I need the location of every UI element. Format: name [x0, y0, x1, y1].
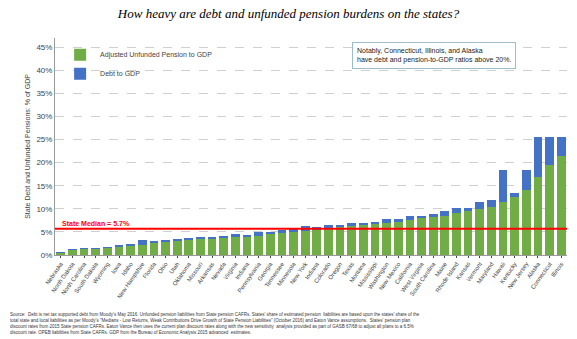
svg-text:Virginia: Virginia [222, 261, 239, 281]
svg-text:South Dakota: South Dakota [73, 261, 99, 295]
svg-text:Indiana: Indiana [234, 261, 251, 281]
svg-text:New Jersey: New Jersey [507, 261, 530, 290]
svg-text:Kansas: Kansas [455, 261, 471, 281]
svg-text:State Debt and Unfunded Pensio: State Debt and Unfunded Pensions: % of G… [24, 74, 31, 219]
svg-text:Maine: Maine [434, 261, 449, 278]
svg-text:Illinois: Illinois [550, 261, 564, 278]
svg-text:35%: 35% [36, 89, 52, 98]
svg-text:30%: 30% [36, 112, 52, 121]
svg-text:Indiana: Indiana [304, 261, 321, 281]
svg-text:Texas: Texas [341, 261, 355, 277]
svg-text:Mississippi: Mississippi [357, 261, 379, 288]
svg-text:Washington: Washington [367, 261, 390, 290]
svg-text:Source: Debt is net tax suppo: Source: Debt is net tax supported debt f… [10, 312, 420, 335]
svg-text:0%: 0% [41, 251, 53, 260]
svg-text:Vermont: Vermont [465, 261, 483, 283]
svg-text:Maryland: Maryland [476, 261, 495, 285]
svg-text:Notably, Connecticut, Illinois: Notably, Connecticut, Illinois, and Alas… [357, 47, 511, 64]
svg-text:Colorado: Colorado [313, 261, 332, 285]
svg-text:North Dakota: North Dakota [51, 261, 77, 294]
svg-text:Tennessee: Tennessee [264, 261, 286, 289]
svg-text:25%: 25% [36, 135, 52, 144]
svg-text:Pennsylvania: Pennsylvania [237, 261, 263, 294]
svg-text:California: California [394, 261, 414, 286]
svg-text:Idaho: Idaho [120, 261, 134, 277]
svg-text:Wyoming: Wyoming [91, 261, 110, 285]
svg-text:Oklahoma: Oklahoma [171, 261, 192, 287]
svg-text:Connecticut: Connecticut [530, 261, 553, 291]
svg-text:Oregon: Oregon [327, 261, 343, 281]
svg-text:Debt to GDP: Debt to GDP [100, 70, 140, 77]
svg-text:Minnesota: Minnesota [276, 261, 297, 288]
svg-text:Missouri: Missouri [186, 261, 204, 283]
svg-text:Nevada: Nevada [210, 261, 227, 282]
svg-text:15%: 15% [36, 182, 52, 191]
svg-text:Nebraska: Nebraska [44, 261, 64, 286]
svg-text:Alaska: Alaska [526, 261, 542, 280]
svg-text:45%: 45% [36, 43, 52, 52]
svg-text:Kentucky: Kentucky [499, 261, 518, 285]
svg-text:West Virginia: West Virginia [400, 261, 425, 294]
svg-text:State Median = 5.7%: State Median = 5.7% [62, 220, 130, 227]
svg-text:Iowa: Iowa [110, 261, 123, 275]
svg-text:40%: 40% [36, 66, 52, 75]
svg-text:New Mexico: New Mexico [378, 261, 402, 292]
svg-text:Hawaii: Hawaii [491, 261, 506, 279]
svg-text:New Hampshire: New Hampshire [116, 261, 146, 300]
svg-text:Montana: Montana [348, 261, 367, 284]
svg-text:North Carolina: North Carolina [60, 261, 87, 297]
svg-text:New York: New York [289, 260, 309, 285]
svg-text:10%: 10% [36, 205, 52, 214]
svg-text:Rhode Island: Rhode Island [435, 261, 460, 293]
svg-text:Georgia: Georgia [256, 261, 274, 282]
svg-text:Arkansas: Arkansas [196, 261, 215, 285]
svg-text:20%: 20% [36, 158, 52, 167]
svg-text:South Carolina: South Carolina [409, 261, 437, 297]
svg-text:Ohio: Ohio [157, 261, 170, 275]
svg-text:Utah: Utah [168, 261, 180, 275]
svg-text:Florida: Florida [142, 261, 158, 280]
svg-text:Adjusted Unfunded Pension to G: Adjusted Unfunded Pension to GDP [100, 51, 212, 59]
svg-text:5%: 5% [41, 228, 53, 237]
svg-text:How heavy are debt and unfunde: How heavy are debt and unfunded pension … [117, 6, 460, 21]
